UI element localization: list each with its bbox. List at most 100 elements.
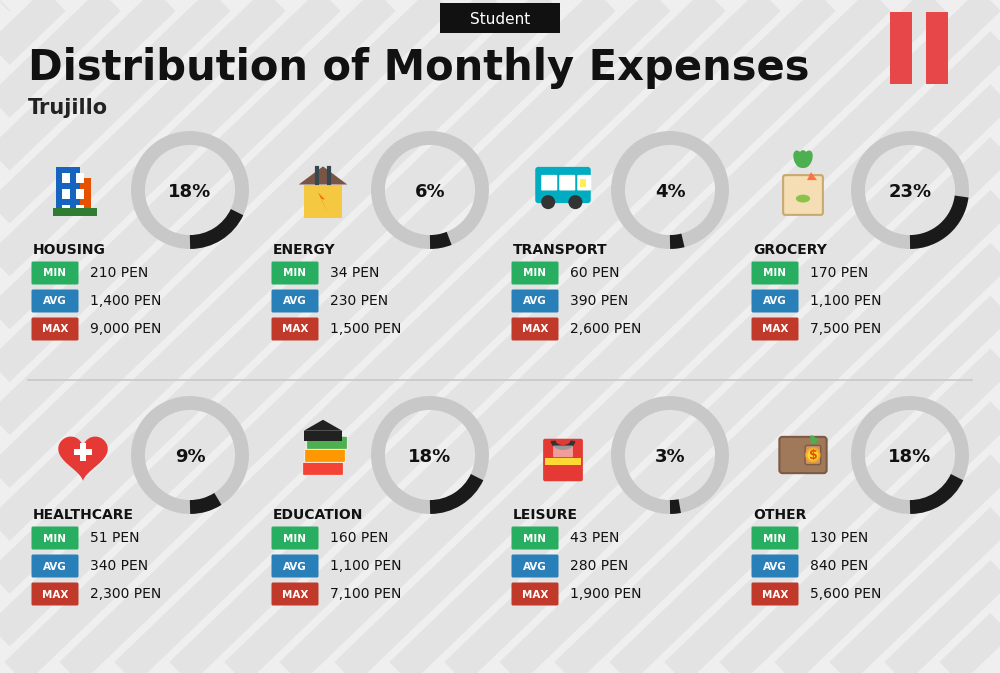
- Text: 130 PEN: 130 PEN: [810, 531, 868, 545]
- FancyBboxPatch shape: [559, 175, 575, 190]
- Circle shape: [541, 195, 555, 209]
- Text: 1,100 PEN: 1,100 PEN: [810, 294, 882, 308]
- Text: ENERGY: ENERGY: [273, 243, 336, 257]
- Ellipse shape: [801, 151, 813, 168]
- FancyBboxPatch shape: [56, 167, 80, 213]
- FancyBboxPatch shape: [32, 289, 78, 312]
- FancyBboxPatch shape: [74, 449, 92, 455]
- FancyBboxPatch shape: [76, 205, 84, 215]
- Text: 6%: 6%: [415, 183, 445, 201]
- FancyBboxPatch shape: [926, 12, 948, 84]
- Text: EDUCATION: EDUCATION: [273, 508, 363, 522]
- Ellipse shape: [798, 150, 808, 168]
- Text: 170 PEN: 170 PEN: [810, 266, 868, 280]
- Text: MIN: MIN: [284, 534, 306, 544]
- Text: Distribution of Monthly Expenses: Distribution of Monthly Expenses: [28, 47, 810, 89]
- Text: AVG: AVG: [283, 297, 307, 306]
- Text: 34 PEN: 34 PEN: [330, 266, 379, 280]
- FancyBboxPatch shape: [62, 188, 70, 199]
- Text: 5,600 PEN: 5,600 PEN: [810, 587, 881, 601]
- FancyBboxPatch shape: [512, 318, 558, 341]
- FancyBboxPatch shape: [272, 318, 318, 341]
- Text: OTHER: OTHER: [753, 508, 806, 522]
- Text: Student: Student: [470, 11, 530, 26]
- FancyBboxPatch shape: [805, 446, 821, 464]
- FancyBboxPatch shape: [32, 526, 78, 549]
- Text: 210 PEN: 210 PEN: [90, 266, 148, 280]
- FancyBboxPatch shape: [76, 173, 84, 182]
- Text: MAX: MAX: [522, 324, 548, 334]
- Text: MIN: MIN: [764, 534, 786, 544]
- FancyBboxPatch shape: [541, 175, 557, 190]
- Text: 280 PEN: 280 PEN: [570, 559, 628, 573]
- Text: MIN: MIN: [44, 269, 66, 279]
- Text: 9%: 9%: [175, 448, 205, 466]
- Text: AVG: AVG: [43, 297, 67, 306]
- Text: 7,500 PEN: 7,500 PEN: [810, 322, 881, 336]
- Text: 18%: 18%: [408, 448, 452, 466]
- FancyBboxPatch shape: [752, 526, 798, 549]
- Text: MAX: MAX: [762, 324, 788, 334]
- FancyBboxPatch shape: [32, 583, 78, 606]
- Text: 43 PEN: 43 PEN: [570, 531, 619, 545]
- FancyBboxPatch shape: [272, 583, 318, 606]
- FancyBboxPatch shape: [512, 289, 558, 312]
- Polygon shape: [299, 166, 347, 184]
- FancyBboxPatch shape: [543, 439, 583, 481]
- Text: 390 PEN: 390 PEN: [570, 294, 628, 308]
- FancyBboxPatch shape: [752, 583, 798, 606]
- Text: AVG: AVG: [523, 561, 547, 571]
- FancyBboxPatch shape: [272, 289, 318, 312]
- FancyBboxPatch shape: [752, 555, 798, 577]
- FancyBboxPatch shape: [305, 450, 345, 462]
- Ellipse shape: [793, 151, 805, 168]
- FancyBboxPatch shape: [752, 262, 798, 285]
- Text: 1,900 PEN: 1,900 PEN: [570, 587, 642, 601]
- Text: 1,100 PEN: 1,100 PEN: [330, 559, 402, 573]
- Polygon shape: [58, 437, 108, 481]
- Text: AVG: AVG: [43, 561, 67, 571]
- FancyBboxPatch shape: [304, 184, 342, 217]
- FancyBboxPatch shape: [307, 436, 347, 450]
- FancyBboxPatch shape: [440, 3, 560, 33]
- Text: GROCERY: GROCERY: [753, 243, 827, 257]
- Text: 9,000 PEN: 9,000 PEN: [90, 322, 161, 336]
- Polygon shape: [304, 420, 342, 431]
- Text: 51 PEN: 51 PEN: [90, 531, 140, 545]
- Text: 2,300 PEN: 2,300 PEN: [90, 587, 161, 601]
- Text: 230 PEN: 230 PEN: [330, 294, 388, 308]
- FancyBboxPatch shape: [512, 555, 558, 577]
- Text: MIN: MIN: [524, 269, 546, 279]
- FancyBboxPatch shape: [535, 167, 591, 203]
- Text: TRANSPORT: TRANSPORT: [513, 243, 608, 257]
- Polygon shape: [807, 172, 817, 180]
- Ellipse shape: [796, 194, 810, 203]
- FancyBboxPatch shape: [303, 462, 343, 475]
- FancyBboxPatch shape: [512, 526, 558, 549]
- Text: 160 PEN: 160 PEN: [330, 531, 388, 545]
- Circle shape: [806, 448, 820, 462]
- FancyBboxPatch shape: [512, 583, 558, 606]
- FancyBboxPatch shape: [512, 262, 558, 285]
- Text: 340 PEN: 340 PEN: [90, 559, 148, 573]
- FancyBboxPatch shape: [580, 179, 586, 187]
- Text: MIN: MIN: [764, 269, 786, 279]
- Text: 60 PEN: 60 PEN: [570, 266, 620, 280]
- FancyBboxPatch shape: [70, 178, 91, 213]
- FancyBboxPatch shape: [272, 262, 318, 285]
- Text: AVG: AVG: [283, 561, 307, 571]
- FancyBboxPatch shape: [62, 173, 70, 182]
- FancyBboxPatch shape: [752, 318, 798, 341]
- FancyBboxPatch shape: [779, 437, 827, 473]
- Text: 2,600 PEN: 2,600 PEN: [570, 322, 641, 336]
- FancyBboxPatch shape: [32, 262, 78, 285]
- FancyBboxPatch shape: [32, 555, 78, 577]
- Text: MIN: MIN: [284, 269, 306, 279]
- Text: MAX: MAX: [42, 590, 68, 600]
- Polygon shape: [318, 192, 328, 213]
- Text: MAX: MAX: [42, 324, 68, 334]
- Text: LEISURE: LEISURE: [513, 508, 578, 522]
- FancyBboxPatch shape: [553, 446, 573, 457]
- Circle shape: [568, 195, 582, 209]
- Text: HEALTHCARE: HEALTHCARE: [33, 508, 134, 522]
